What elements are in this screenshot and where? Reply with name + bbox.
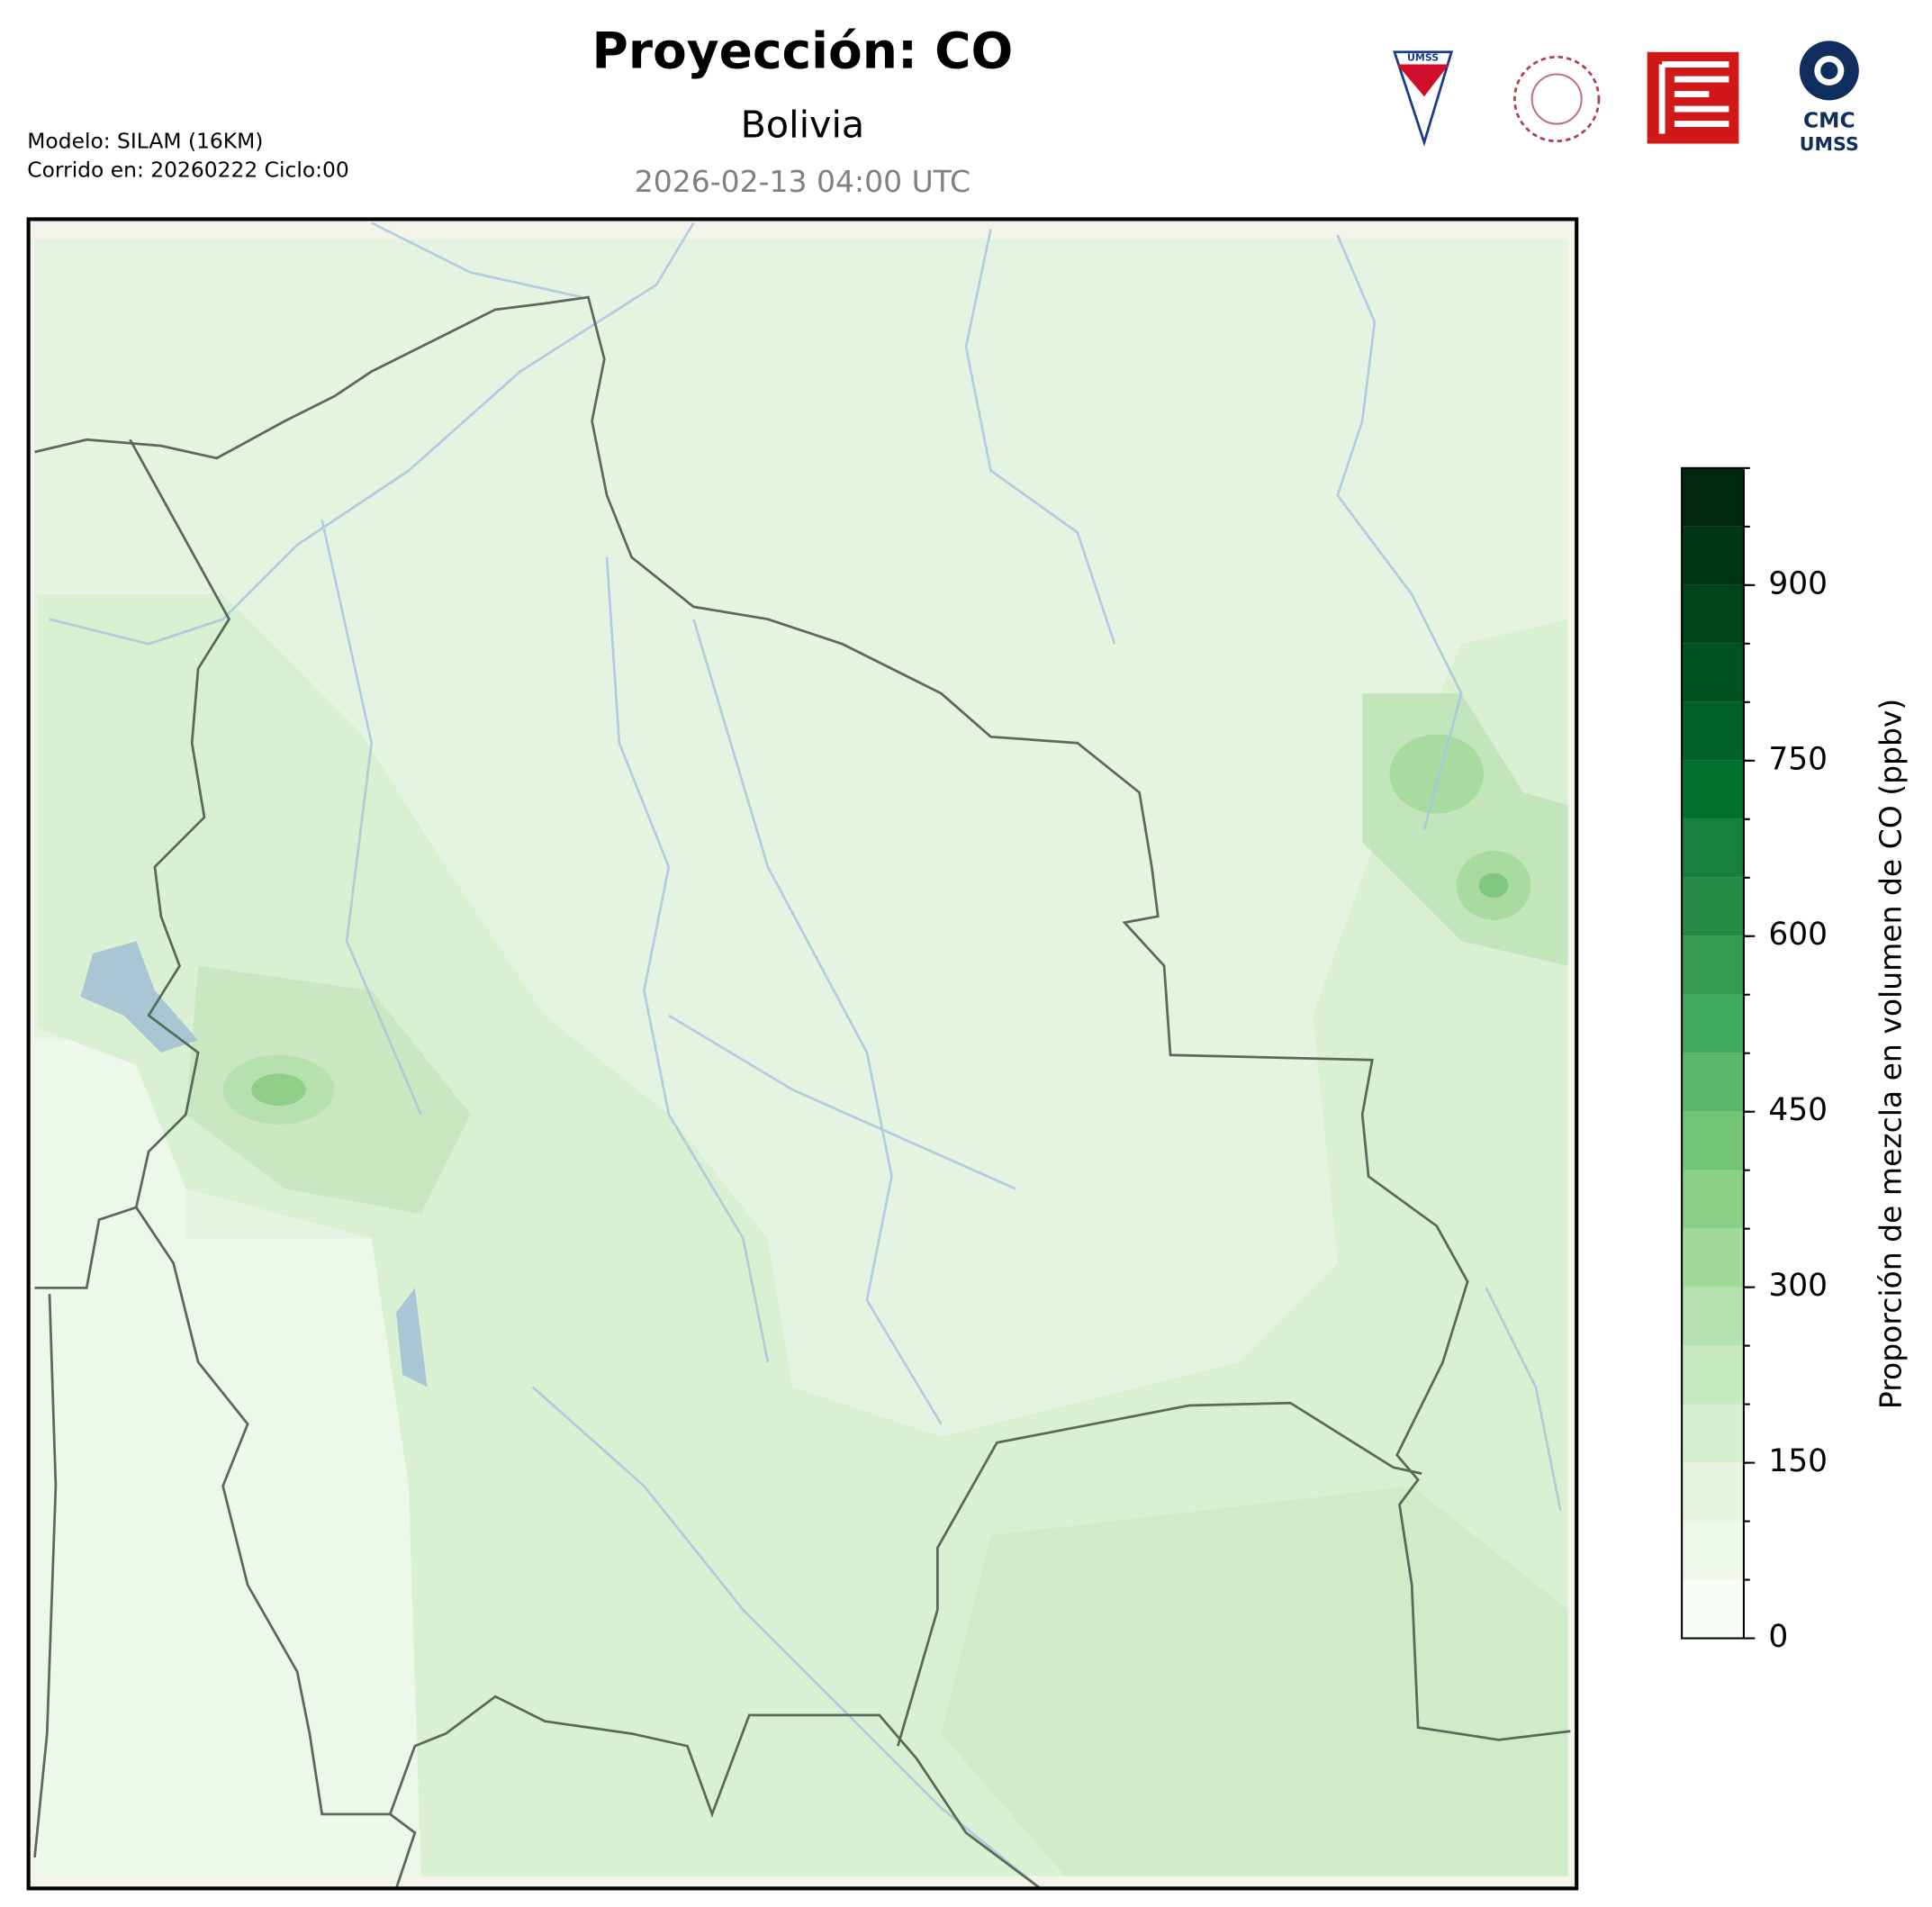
colorbar-frame [1681,466,1745,1640]
colorbar-label: Proporción de mezcla en volumen de CO (p… [1873,699,1908,1409]
cmc-text: CMC [1803,107,1855,132]
colorbar-band [1682,1521,1744,1580]
colorbar-tick-label: 150 [1768,1443,1828,1479]
colorbar-band [1682,877,1744,936]
colorbar-band [1682,1579,1744,1639]
umss-logo-text: UMSS [1407,52,1439,64]
colorbar-tick-label: 450 [1768,1092,1828,1128]
lake-poopo [396,1288,428,1387]
hotspot-east1 [1389,734,1485,814]
timestamp: 2026-02-13 04:00 UTC [635,164,971,199]
co-field-south [941,1486,1568,1876]
model-info: Modelo: SILAM (16KM) [27,129,263,154]
cmc-logo-core [1820,61,1838,80]
colorbar-tick-label: 600 [1768,917,1828,953]
colorbar-band [1682,1345,1744,1405]
run-info: Corrido en: 20260222 Ciclo:00 [27,157,349,182]
title: Proyección: CO [592,23,1014,80]
colorbar-band [1682,760,1744,819]
region: Bolivia [741,104,865,147]
colorbar-band [1682,701,1744,761]
colorbar-band [1682,584,1744,644]
hotspot-west-core [251,1073,306,1107]
colorbar-tick-label: 900 [1768,565,1828,601]
colorbar-band [1682,467,1744,527]
rivers [49,221,1562,1889]
border-chile-argentina-paraguay [33,1294,1422,1889]
cmc-sub-text: UMSS [1800,133,1859,155]
colorbar-band [1682,1287,1744,1346]
colorbar-band [1682,1053,1744,1112]
lake-titicaca [80,941,199,1053]
colorbar-band [1682,818,1744,878]
physics-logo [1513,55,1601,143]
colorbar-band [1682,1170,1744,1229]
co-field-low [34,1040,421,1876]
border-peru [34,438,231,1289]
colorbar-band [1682,643,1744,702]
colorbar: 0 150 300 450 600 750 900 [1681,466,1828,1655]
red-logo-lines [1658,61,1729,134]
colorbar-band [1682,935,1744,995]
map-frame [26,217,1579,1891]
map [26,217,1579,1891]
logos: UMSS CMC UMSS [1393,41,1859,155]
colorbar-band [1682,1111,1744,1170]
colorbar-tick-label: 0 [1768,1619,1788,1655]
hotspot-east2-core [1478,872,1509,899]
border-south [135,1207,1042,1889]
colorbar-band [1682,994,1744,1053]
colorbar-band [1682,526,1744,585]
border-bolivia-north-east [34,295,1571,1741]
physics-logo-inner [1530,73,1583,125]
umss-logo-red [1396,64,1449,97]
colorbar-band [1682,1462,1744,1522]
colorbar-band [1682,1228,1744,1288]
colorbar-band [1682,1404,1744,1463]
colorbar-tick-label: 300 [1768,1268,1828,1304]
colorbar-tick-label: 750 [1768,741,1828,777]
